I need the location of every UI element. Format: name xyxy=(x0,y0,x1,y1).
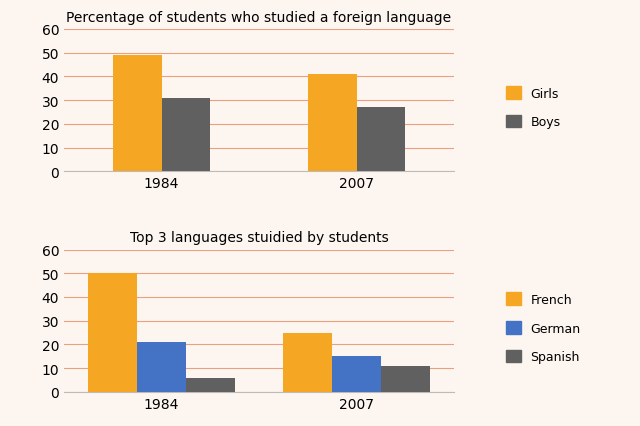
Legend: Girls, Boys: Girls, Boys xyxy=(499,81,567,135)
Bar xyxy=(88,273,137,392)
Title: Percentage of students who studied a foreign language: Percentage of students who studied a for… xyxy=(67,11,452,25)
Bar xyxy=(308,75,356,172)
Bar xyxy=(356,108,405,172)
Bar xyxy=(186,378,235,392)
Legend: French, German, Spanish: French, German, Spanish xyxy=(499,286,587,370)
Title: Top 3 languages stuidied by students: Top 3 languages stuidied by students xyxy=(130,230,388,245)
Bar xyxy=(332,357,381,392)
Bar xyxy=(381,366,429,392)
Bar xyxy=(137,342,186,392)
Bar xyxy=(113,56,161,172)
Bar xyxy=(161,98,211,172)
Bar xyxy=(284,333,332,392)
